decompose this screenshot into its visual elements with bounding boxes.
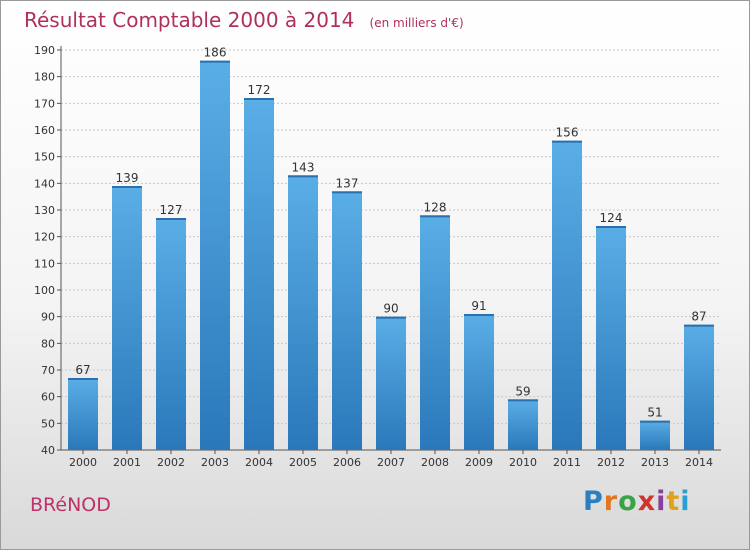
value-label-2011: 156 — [556, 126, 579, 140]
bars — [68, 60, 714, 451]
bar-top-2011 — [552, 140, 582, 143]
bar-top-2002 — [156, 218, 186, 220]
bar-2013 — [640, 420, 670, 450]
bar-2012 — [596, 226, 626, 450]
x-tick-label-2001: 2001 — [113, 456, 141, 469]
y-tick-label: 150 — [34, 151, 55, 164]
value-label-2003: 186 — [204, 46, 227, 60]
x-tick-label-2009: 2009 — [465, 456, 493, 469]
bar-2009 — [464, 314, 494, 450]
bar-top-2004 — [244, 98, 274, 100]
bar-top-2008 — [420, 215, 450, 218]
value-label-2002: 127 — [160, 203, 183, 217]
logo-letter: r — [603, 486, 619, 517]
bar-top-2009 — [464, 314, 494, 316]
value-label-2008: 128 — [424, 200, 447, 214]
value-label-2012: 124 — [600, 211, 623, 225]
y-tick-label: 80 — [41, 337, 55, 350]
bar-top-2013 — [640, 420, 670, 423]
bar-top-2010 — [508, 399, 538, 402]
value-label-2004: 172 — [248, 83, 271, 97]
bar-top-2007 — [376, 316, 406, 319]
bar-top-2014 — [684, 324, 714, 327]
y-tick-label: 130 — [34, 204, 55, 217]
x-tick-label-2004: 2004 — [245, 456, 273, 469]
x-tick-label-2000: 2000 — [69, 456, 97, 469]
bar-2006 — [332, 191, 362, 451]
logo-letter: x — [637, 486, 657, 517]
bar-2004 — [244, 98, 274, 450]
logo-letter: o — [618, 486, 638, 517]
x-tick-label-2005: 2005 — [289, 456, 317, 469]
x-tick-label-2003: 2003 — [201, 456, 229, 469]
chart-title: Résultat Comptable 2000 à 2014 (en milli… — [24, 8, 464, 32]
x-tick-label-2010: 2010 — [509, 456, 537, 469]
y-tick-label: 120 — [34, 231, 55, 244]
x-tick-label-2008: 2008 — [421, 456, 449, 469]
x-tick-label-2002: 2002 — [157, 456, 185, 469]
y-tick-label: 110 — [34, 257, 55, 270]
x-tick-labels: 2000 2001 2002 2003 2004 2005 2006 2007 2008 2009… — [69, 456, 713, 469]
value-label-2014: 87 — [691, 310, 706, 324]
bar-top-2001 — [112, 186, 142, 188]
y-tick-label: 40 — [41, 444, 55, 457]
logo-letter: i — [656, 486, 667, 517]
commune-name: BRéNOD — [30, 494, 111, 516]
proxiti-logo: Proxiti — [583, 486, 691, 517]
y-tick-label: 160 — [34, 124, 55, 137]
value-label-2001: 139 — [116, 171, 139, 185]
y-tick-label: 170 — [34, 97, 55, 110]
value-labels: 67 139 127 186 172 143 137 90 128 91 59 156 124 51 87 — [75, 46, 706, 420]
value-label-2005: 143 — [292, 160, 315, 174]
bar-2002 — [156, 218, 186, 450]
y-tick-label: 140 — [34, 177, 55, 190]
value-label-2000: 67 — [75, 363, 90, 377]
x-tick-label-2011: 2011 — [553, 456, 581, 469]
bar-top-2006 — [332, 191, 362, 194]
bar-2011 — [552, 140, 582, 450]
bar-2005 — [288, 175, 318, 451]
logo-letter: i — [680, 486, 691, 517]
bar-top-2003 — [200, 60, 230, 63]
bar-2008 — [420, 215, 450, 450]
chart-title-main: Résultat Comptable 2000 à 2014 — [24, 8, 354, 32]
x-tick-label-2006: 2006 — [333, 456, 361, 469]
y-tick-label: 90 — [41, 311, 55, 324]
bar-top-2012 — [596, 226, 626, 228]
bar-2010 — [508, 399, 538, 450]
y-tick-labels: 40 50 60 70 80 90 100 110 120 130 140 150 160 170 180 1… — [34, 44, 55, 457]
y-tick-label: 100 — [34, 284, 55, 297]
x-tick-label-2013: 2013 — [641, 456, 669, 469]
logo-letter: P — [583, 486, 604, 517]
bar-2014 — [684, 324, 714, 450]
bar-2000 — [68, 378, 98, 450]
bar-2003 — [200, 60, 230, 451]
bar-top-2005 — [288, 175, 318, 178]
value-label-2007: 90 — [383, 302, 398, 316]
y-tick-label: 180 — [34, 71, 55, 84]
x-tick-label-2014: 2014 — [685, 456, 713, 469]
x-tick-label-2007: 2007 — [377, 456, 405, 469]
value-label-2013: 51 — [647, 406, 662, 420]
y-tick-label: 190 — [34, 44, 55, 57]
chart-title-unit: (en milliers d'€) — [370, 16, 464, 30]
value-label-2010: 59 — [515, 384, 530, 398]
value-label-2006: 137 — [336, 176, 359, 190]
bar-2001 — [112, 186, 142, 450]
bar-top-2000 — [68, 378, 98, 380]
logo-letter: t — [666, 486, 681, 517]
x-tick-label-2012: 2012 — [597, 456, 625, 469]
y-tick-label: 50 — [41, 417, 55, 430]
y-tick-label: 70 — [41, 364, 55, 377]
y-tick-label: 60 — [41, 391, 55, 404]
bar-2007 — [376, 316, 406, 450]
value-label-2009: 91 — [471, 299, 486, 313]
